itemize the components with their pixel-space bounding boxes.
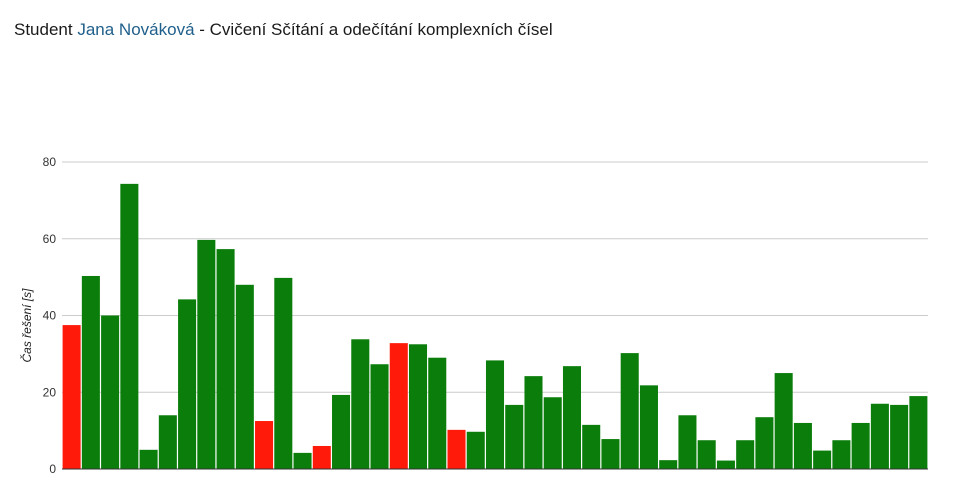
bar-incorrect[interactable] <box>255 421 274 469</box>
bar-correct[interactable] <box>293 452 312 469</box>
bar-correct[interactable] <box>485 360 505 469</box>
bar-correct[interactable] <box>851 422 870 469</box>
bar-correct[interactable] <box>813 450 832 469</box>
y-tick-label: 0 <box>49 462 56 476</box>
bar-incorrect[interactable] <box>389 343 408 469</box>
bar-correct[interactable] <box>351 339 370 469</box>
bar-incorrect[interactable] <box>447 429 466 469</box>
bar-correct[interactable] <box>582 424 601 469</box>
bar-layer <box>62 183 928 470</box>
bar-correct[interactable] <box>81 275 100 469</box>
y-tick-label: 80 <box>43 155 57 169</box>
bar-correct[interactable] <box>216 249 235 469</box>
bar-correct[interactable] <box>139 449 158 469</box>
title-separator: - <box>194 20 210 39</box>
bar-correct[interactable] <box>524 376 543 469</box>
student-name-link[interactable]: Jana Nováková <box>77 20 195 39</box>
title-prefix: Student <box>14 20 73 39</box>
bar-correct[interactable] <box>697 440 716 469</box>
bar-correct[interactable] <box>774 373 793 469</box>
bar-correct[interactable] <box>466 431 485 469</box>
bar-correct[interactable] <box>870 403 889 469</box>
bar-correct[interactable] <box>505 404 524 469</box>
bar-correct[interactable] <box>370 364 389 469</box>
y-tick-label: 40 <box>43 309 57 323</box>
bar-correct[interactable] <box>562 366 581 469</box>
bar-correct[interactable] <box>678 415 697 469</box>
bar-correct[interactable] <box>601 439 620 469</box>
bar-correct[interactable] <box>409 344 428 469</box>
bar-incorrect[interactable] <box>62 325 81 469</box>
bar-correct[interactable] <box>235 284 254 469</box>
exercise-name: Cvičení Sčítání a odečítání komplexních … <box>209 20 553 39</box>
bar-correct[interactable] <box>890 404 909 469</box>
page-title: Student Jana Nováková - Cvičení Sčítání … <box>14 20 553 40</box>
bar-correct[interactable] <box>639 385 658 469</box>
y-axis-label: Čas řešení [s] <box>19 288 34 363</box>
bar-correct[interactable] <box>101 315 120 470</box>
y-tick-label: 20 <box>43 385 57 399</box>
bar-correct[interactable] <box>178 299 197 469</box>
bar-correct[interactable] <box>620 353 639 469</box>
bar-correct[interactable] <box>274 277 293 469</box>
bar-correct[interactable] <box>543 397 562 469</box>
bar-correct[interactable] <box>332 394 351 469</box>
bar-correct[interactable] <box>197 239 216 469</box>
bar-correct[interactable] <box>659 460 678 469</box>
bar-correct[interactable] <box>158 415 177 469</box>
bar-correct[interactable] <box>428 357 447 469</box>
bar-correct[interactable] <box>755 417 774 469</box>
axis-layer: 0 20 40 60 80 <box>43 155 928 476</box>
bar-correct[interactable] <box>793 422 812 469</box>
bar-correct[interactable] <box>909 396 928 469</box>
bar-correct[interactable] <box>832 440 851 469</box>
y-tick-label: 60 <box>43 232 57 246</box>
bar-incorrect[interactable] <box>312 445 331 469</box>
bar-correct[interactable] <box>716 460 735 469</box>
bar-correct[interactable] <box>736 440 755 469</box>
bar-correct[interactable] <box>120 183 139 469</box>
